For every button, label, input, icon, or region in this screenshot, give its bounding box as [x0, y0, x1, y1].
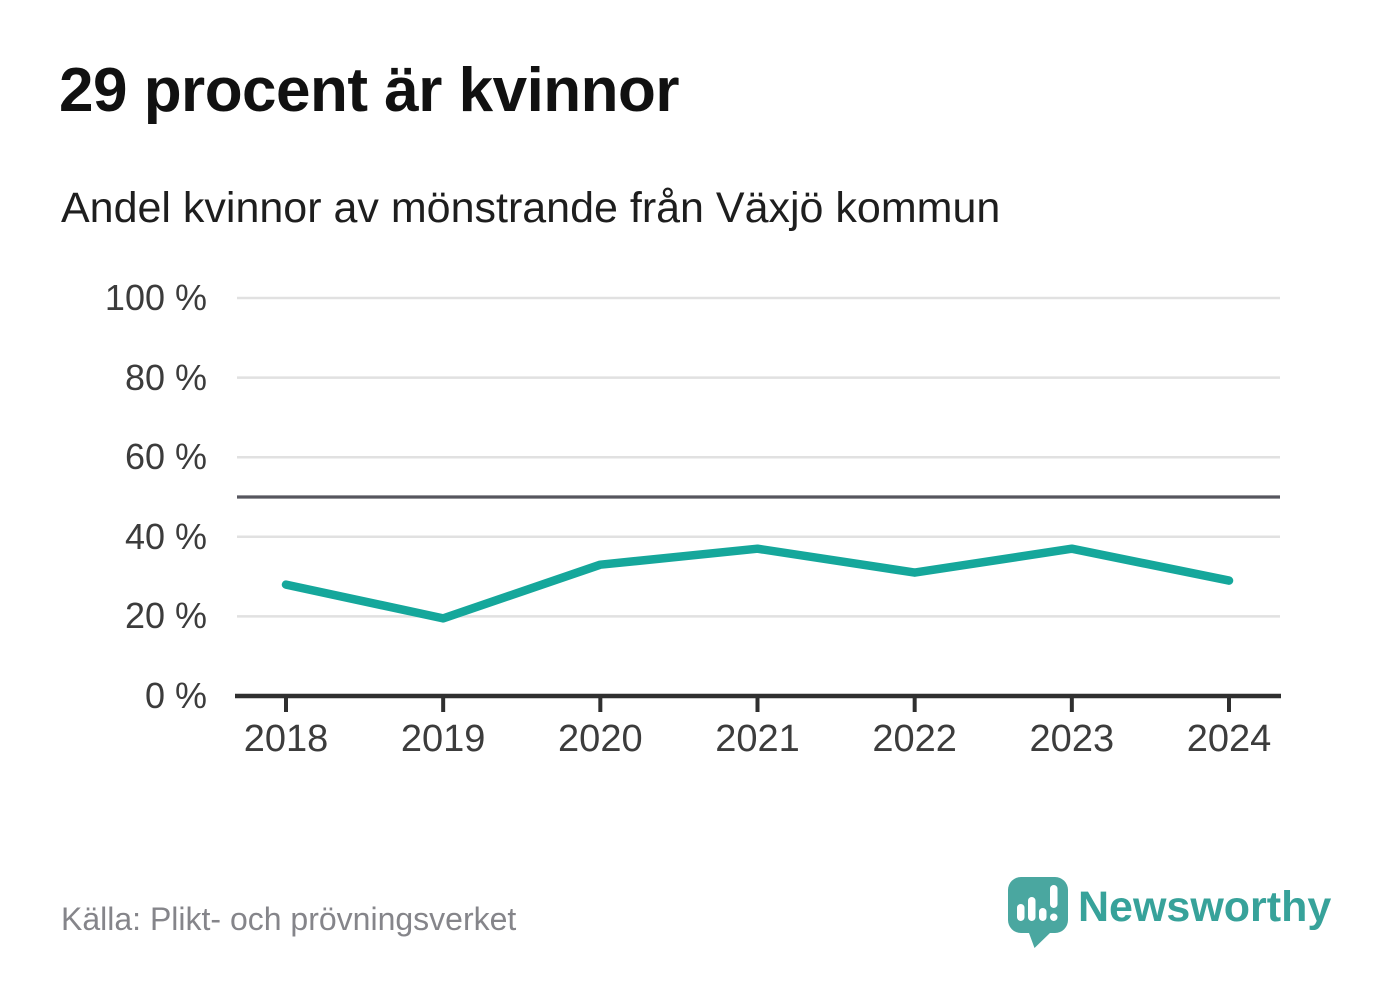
y-axis-label-60: 60 %: [124, 436, 207, 478]
newsworthy-logo-icon: [1008, 877, 1068, 948]
x-axis-label-2020: 2020: [558, 718, 643, 760]
x-axis-label-2021: 2021: [715, 718, 800, 760]
source-text: Källa: Plikt- och prövningsverket: [61, 901, 517, 937]
x-axis-label-2024: 2024: [1186, 718, 1272, 760]
y-axis-label-80: 80 %: [124, 356, 207, 398]
data-line: [281, 544, 1234, 623]
y-axis-label-100: 100 %: [104, 277, 207, 318]
y-axis-label-20: 20 %: [124, 595, 207, 637]
x-axis-label-2023: 2023: [1029, 718, 1115, 760]
x-axis-label-2019: 2019: [400, 718, 486, 760]
logo-bars: [1017, 885, 1058, 921]
chart-subtitle: Andel kvinnor av mönstrande från Växjö k…: [61, 184, 1001, 232]
data-line-group: [281, 544, 1234, 623]
x-axis-label-2018: 2018: [243, 718, 329, 760]
chart-title: 29 procent är kvinnor: [59, 56, 680, 125]
y-axis-label-0: 0 %: [144, 675, 207, 716]
y-axis-label-40: 40 %: [124, 515, 207, 557]
x-axis-label-2022: 2022: [872, 718, 957, 760]
gridlines: [237, 296, 1280, 618]
x-axis-group: [235, 693, 1281, 712]
newsworthy-wordmark: Newsworthy: [1078, 883, 1332, 931]
